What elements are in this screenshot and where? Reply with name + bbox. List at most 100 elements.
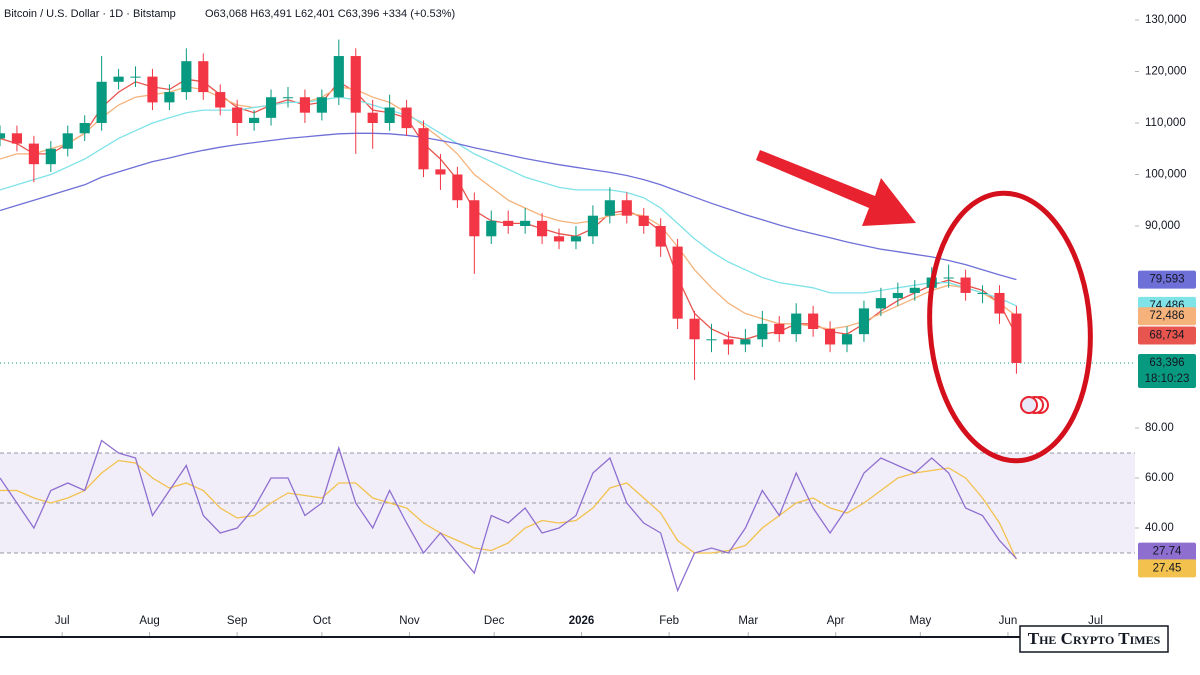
candle-body [706,339,717,341]
candle-body [486,220,497,237]
candle-body [909,287,920,293]
rsi-badge: 27.74 [1153,546,1182,558]
price-badge: 68,734 [1149,330,1185,342]
y-tick-label: 80.00 [1145,422,1174,434]
candle-body [841,334,853,345]
watermark-box [1019,625,1169,653]
candle-body [638,215,649,226]
y-tick-label: 110,000 [1145,117,1186,129]
x-tick-label: Aug [139,615,159,627]
candle-body [757,323,768,340]
rsi-badge: 27.45 [1153,562,1182,574]
candle-body [198,61,209,93]
marks: 90,000 100,000 110,000 120,000 130,000 Jul Aug… [0,14,1196,637]
candle-body [333,56,344,98]
moving-average [0,96,1017,307]
candle-body [316,97,327,113]
candle-body [299,97,311,113]
candle-body [249,117,260,123]
price-badge-bg [1138,307,1196,326]
rsi-line [0,439,1017,593]
candle-body [892,292,903,299]
y-tick-label: 120,000 [1145,66,1187,78]
candle-body [791,313,802,335]
candle-body [824,328,836,345]
candle-body [774,323,785,335]
x-tick-label: Nov [399,615,420,627]
candle-body [604,200,615,216]
flag-icon [1020,396,1049,414]
candle-body [367,112,378,123]
candle-body [875,298,886,309]
x-tick-label: Jul [55,615,70,627]
candle-body [384,107,395,123]
candle-body [418,128,429,170]
candle-body [977,292,988,294]
x-tick-label: Jul [1088,615,1103,627]
x-tick-label: Oct [313,615,332,627]
circle-annotation [927,190,1093,464]
chart-title: Bitcoin / U.S. Dollar · 1D · Bitstamp [4,8,176,20]
x-tick-label: 2026 [569,615,595,627]
price-badge: 72,486 [1149,310,1184,322]
y-tick-label: 100,000 [1145,169,1187,181]
candle-body [11,133,23,144]
candle-body [96,81,107,123]
candle-body [943,277,954,279]
candle-body [672,246,683,319]
candle-body [537,220,548,237]
candle-body [469,200,480,237]
x-tick-label: Dec [484,615,505,627]
y-tick-label: 60.00 [1145,472,1174,484]
candle-body [147,76,158,103]
candle-body [401,107,412,129]
x-tick-label: May [909,615,931,627]
candle-body [621,200,632,216]
candle-body [164,92,175,103]
x-tick-label: Apr [827,615,845,627]
candle-body [0,133,6,139]
price-badge: 79,593 [1149,274,1184,286]
candle-body [520,220,531,226]
price-badge-bg [1138,326,1196,345]
watermark: The Crypto Times [1028,629,1161,648]
x-tick-label: Jun [999,615,1018,627]
candle-body [723,339,734,345]
candle-body [435,169,446,175]
candle-body [503,220,514,226]
candle-body [553,236,565,242]
candle-body [960,277,971,293]
candle-body [181,61,192,93]
arrow-annotation [756,150,916,226]
x-tick-label: Mar [738,615,758,627]
candle-body [655,225,666,247]
candle-body [79,122,90,134]
rsi-line [0,459,1017,560]
ohlc-readout: O63,068 H63,491 L62,401 C63,396 +334 (+0… [205,8,455,20]
candle-body [587,215,598,237]
candle-body [215,92,226,108]
candle-body [265,97,277,118]
candle-body [130,76,141,78]
last-price-bg [1138,354,1196,389]
candle-body [858,308,870,335]
candle-body [740,339,751,345]
countdown: 18:10:23 [1145,373,1190,385]
candle-body [1011,313,1022,364]
candle-body [28,143,39,165]
candle-body [232,107,243,123]
y-tick-label: 90,000 [1145,220,1180,232]
y-tick-label: 130,000 [1145,14,1187,26]
rsi-badge-bg [1138,559,1196,578]
candle-body [45,148,56,165]
last-price: 63,396 [1149,357,1184,369]
candle-body [62,133,73,149]
rsi-badge-bg [1138,542,1196,561]
candle-body [570,236,582,242]
candle-body [282,97,294,99]
x-tick-label: Feb [659,615,679,627]
candle-body [113,76,124,82]
candle-body [808,313,819,329]
